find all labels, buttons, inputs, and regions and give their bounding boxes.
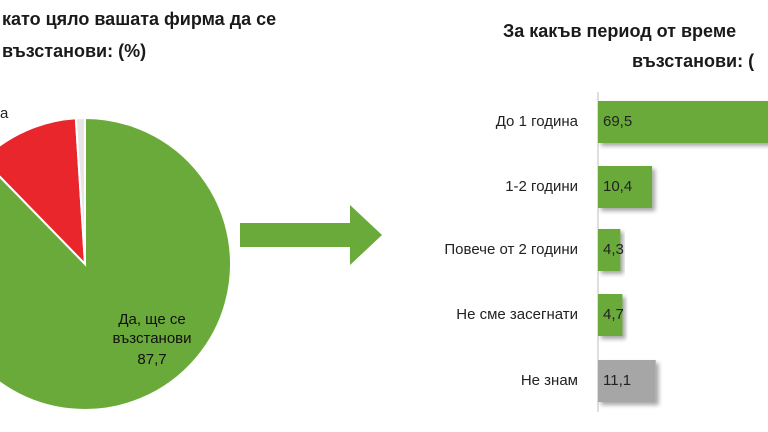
value-label: 11,1 — [603, 372, 631, 389]
bar — [598, 294, 623, 336]
value-label: 10,4 — [603, 178, 632, 195]
bar — [598, 229, 621, 271]
pie-title: възстанови: (%) — [2, 41, 146, 61]
bar-title: За какъв период от време — [503, 21, 736, 41]
value-label: 4,7 — [603, 306, 624, 323]
arrow — [240, 205, 382, 265]
bar — [598, 360, 656, 402]
bar-title: възстанови: ( — [632, 51, 754, 71]
value-label: 4,3 — [603, 241, 624, 258]
pie-value-label: 87,7 — [137, 351, 167, 368]
pie-label: а — [0, 105, 9, 122]
bar — [598, 166, 653, 208]
pie-title: като цяло вашата фирма да се — [2, 9, 276, 29]
category-label: Не знам — [521, 372, 578, 389]
category-label: Повече от 2 години — [444, 241, 578, 258]
pie-slice — [0, 116, 232, 411]
category-label: До 1 година — [496, 113, 579, 130]
category-label: Не сме засегнати — [456, 306, 578, 323]
bar — [598, 101, 768, 143]
pie-slice — [74, 116, 86, 265]
pie-label: Да, ще се възстанови — [112, 311, 192, 347]
value-label: 69,5 — [603, 113, 632, 130]
pie-slice — [0, 117, 87, 267]
category-label: 1-2 години — [505, 178, 578, 195]
